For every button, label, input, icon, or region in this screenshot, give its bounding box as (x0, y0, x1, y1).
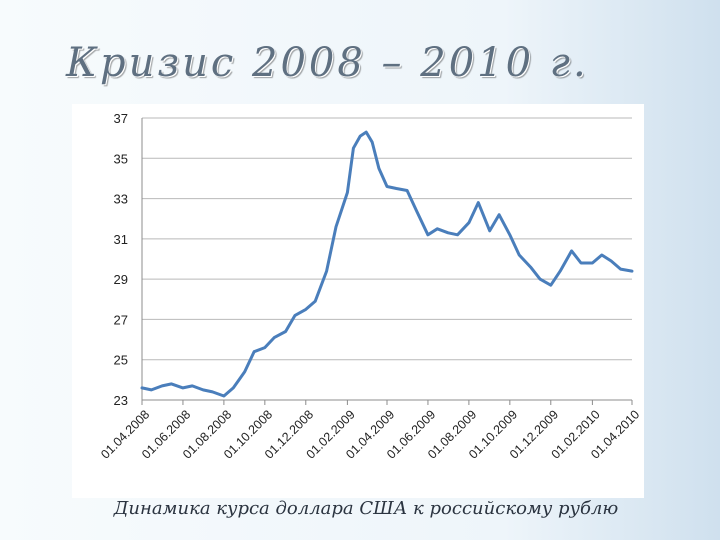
y-tick-label: 29 (114, 272, 128, 287)
chart-caption: Динамика курса доллара США к российскому… (113, 498, 619, 519)
series-layer (140, 130, 634, 398)
y-tick-25: 25 (114, 353, 128, 368)
y-tick-35: 35 (114, 151, 128, 166)
y-tick-23: 23 (114, 393, 128, 408)
slide-title: Кризис 2008 – 2010 г. (66, 40, 589, 86)
y-tick-label: 35 (114, 151, 128, 166)
y-tick-29: 29 (114, 272, 128, 287)
usd-rub-line-chart: 23 25 27 29 31 33 35 37 01.04.200801.06.200801.… (98, 111, 642, 462)
y-tick-label: 31 (114, 232, 128, 247)
y-tick-31: 31 (114, 232, 128, 247)
series-line-0 (140, 130, 634, 398)
y-tick-37: 37 (114, 111, 128, 126)
y-tick-labels: 23 25 27 29 31 33 35 37 (114, 111, 128, 408)
y-tick-label: 33 (114, 192, 128, 207)
x-tick-labels: 01.04.200801.06.200801.08.200801.10.2008… (98, 407, 642, 461)
y-tick-27: 27 (114, 312, 128, 327)
grid-layer (142, 117, 632, 401)
y-tick-label: 27 (114, 312, 128, 327)
chart-panel: 23 25 27 29 31 33 35 37 01.04.2008 01.06.2008 01.… (72, 104, 644, 498)
axis-layer (141, 118, 633, 405)
y-tick-label: 23 (114, 393, 128, 408)
y-tick-33: 33 (114, 192, 128, 207)
y-tick-label: 37 (114, 111, 128, 126)
y-tick-label: 25 (114, 353, 128, 368)
